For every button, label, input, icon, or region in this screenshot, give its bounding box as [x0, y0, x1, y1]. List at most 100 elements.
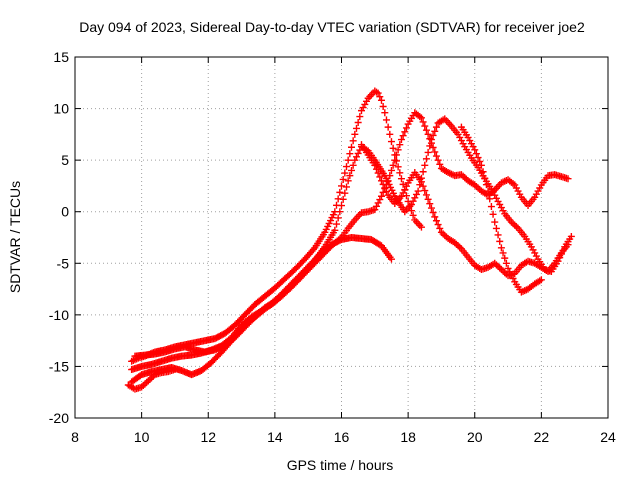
data-point	[376, 93, 384, 101]
data-point	[422, 155, 430, 163]
data-point	[372, 202, 380, 210]
data-point	[494, 231, 502, 239]
data-point	[374, 89, 382, 97]
data-point	[486, 195, 494, 203]
data-point	[427, 204, 435, 212]
data-point	[394, 146, 402, 154]
data-point	[352, 124, 360, 132]
data-point	[417, 178, 425, 186]
data-point	[336, 188, 344, 196]
data-point	[338, 182, 345, 190]
data-point	[339, 195, 347, 203]
data-point	[431, 127, 439, 135]
data-point	[496, 237, 504, 245]
data-point	[402, 124, 410, 132]
data-point	[432, 123, 440, 131]
data-point	[339, 175, 347, 183]
data-point	[499, 249, 507, 257]
data-point	[387, 166, 395, 174]
y-tick-label: 10	[53, 101, 69, 117]
data-point	[387, 138, 395, 146]
y-axis-label: SDTVAR / TECUs	[7, 181, 23, 293]
data-points	[124, 87, 575, 393]
data-point	[397, 175, 405, 183]
y-tick-label: -20	[49, 410, 69, 426]
data-point	[484, 187, 492, 195]
data-point	[434, 221, 442, 229]
data-point	[371, 206, 379, 214]
data-point	[382, 188, 390, 196]
data-point	[537, 276, 545, 284]
data-point	[382, 116, 390, 124]
data-point	[429, 208, 437, 216]
data-point	[344, 177, 352, 185]
data-point	[396, 169, 404, 177]
data-point	[376, 196, 384, 204]
data-point	[386, 130, 394, 138]
data-point	[377, 96, 385, 104]
data-point	[417, 223, 425, 231]
x-tick-label: 10	[134, 429, 150, 445]
data-point	[489, 210, 497, 218]
data-point	[352, 153, 360, 161]
data-point	[421, 161, 429, 169]
grid-lines	[75, 57, 608, 418]
data-point	[384, 123, 392, 131]
data-point	[497, 244, 505, 252]
y-tick-label: 5	[61, 152, 69, 168]
data-point	[421, 122, 429, 130]
data-point	[376, 173, 384, 181]
data-point	[379, 180, 387, 188]
data-point	[389, 161, 397, 169]
data-point	[333, 220, 341, 228]
data-point	[436, 224, 444, 232]
data-point	[481, 174, 489, 182]
data-point	[347, 166, 355, 174]
data-point	[492, 224, 500, 232]
x-axis-label: GPS time / hours	[287, 457, 394, 473]
data-point	[397, 136, 405, 144]
x-tick-label: 16	[334, 429, 350, 445]
data-point	[341, 169, 349, 177]
x-tick-label: 20	[467, 429, 483, 445]
data-point	[409, 197, 417, 205]
x-tick-label: 18	[400, 429, 416, 445]
data-point	[431, 148, 439, 156]
data-point	[344, 156, 352, 164]
data-point	[351, 156, 359, 164]
series-track-6	[457, 123, 545, 296]
series-track-1	[128, 87, 425, 365]
data-point	[567, 232, 575, 240]
data-point	[471, 146, 479, 154]
y-tick-label: -15	[49, 358, 69, 374]
data-point	[389, 144, 397, 152]
data-point	[346, 150, 354, 158]
data-point	[334, 214, 342, 222]
data-point	[336, 208, 344, 216]
x-tick-label: 22	[534, 429, 550, 445]
data-point	[432, 217, 440, 225]
data-point	[501, 254, 509, 262]
data-point	[419, 118, 427, 126]
data-point	[399, 132, 407, 140]
data-point	[422, 126, 430, 134]
data-point	[427, 136, 435, 144]
data-point	[422, 191, 430, 199]
data-point	[371, 161, 379, 169]
data-point	[392, 151, 400, 159]
data-point	[474, 154, 482, 162]
data-point	[379, 188, 387, 196]
data-point	[379, 103, 387, 111]
data-point	[424, 195, 432, 203]
data-point	[477, 161, 485, 169]
data-point	[419, 182, 427, 190]
y-tick-label: 0	[61, 204, 69, 220]
data-point	[476, 157, 484, 165]
data-point	[426, 200, 434, 208]
data-point	[417, 114, 425, 122]
data-point	[564, 241, 572, 249]
data-point	[421, 187, 429, 195]
data-point	[429, 131, 437, 139]
series-track-7	[124, 366, 179, 393]
